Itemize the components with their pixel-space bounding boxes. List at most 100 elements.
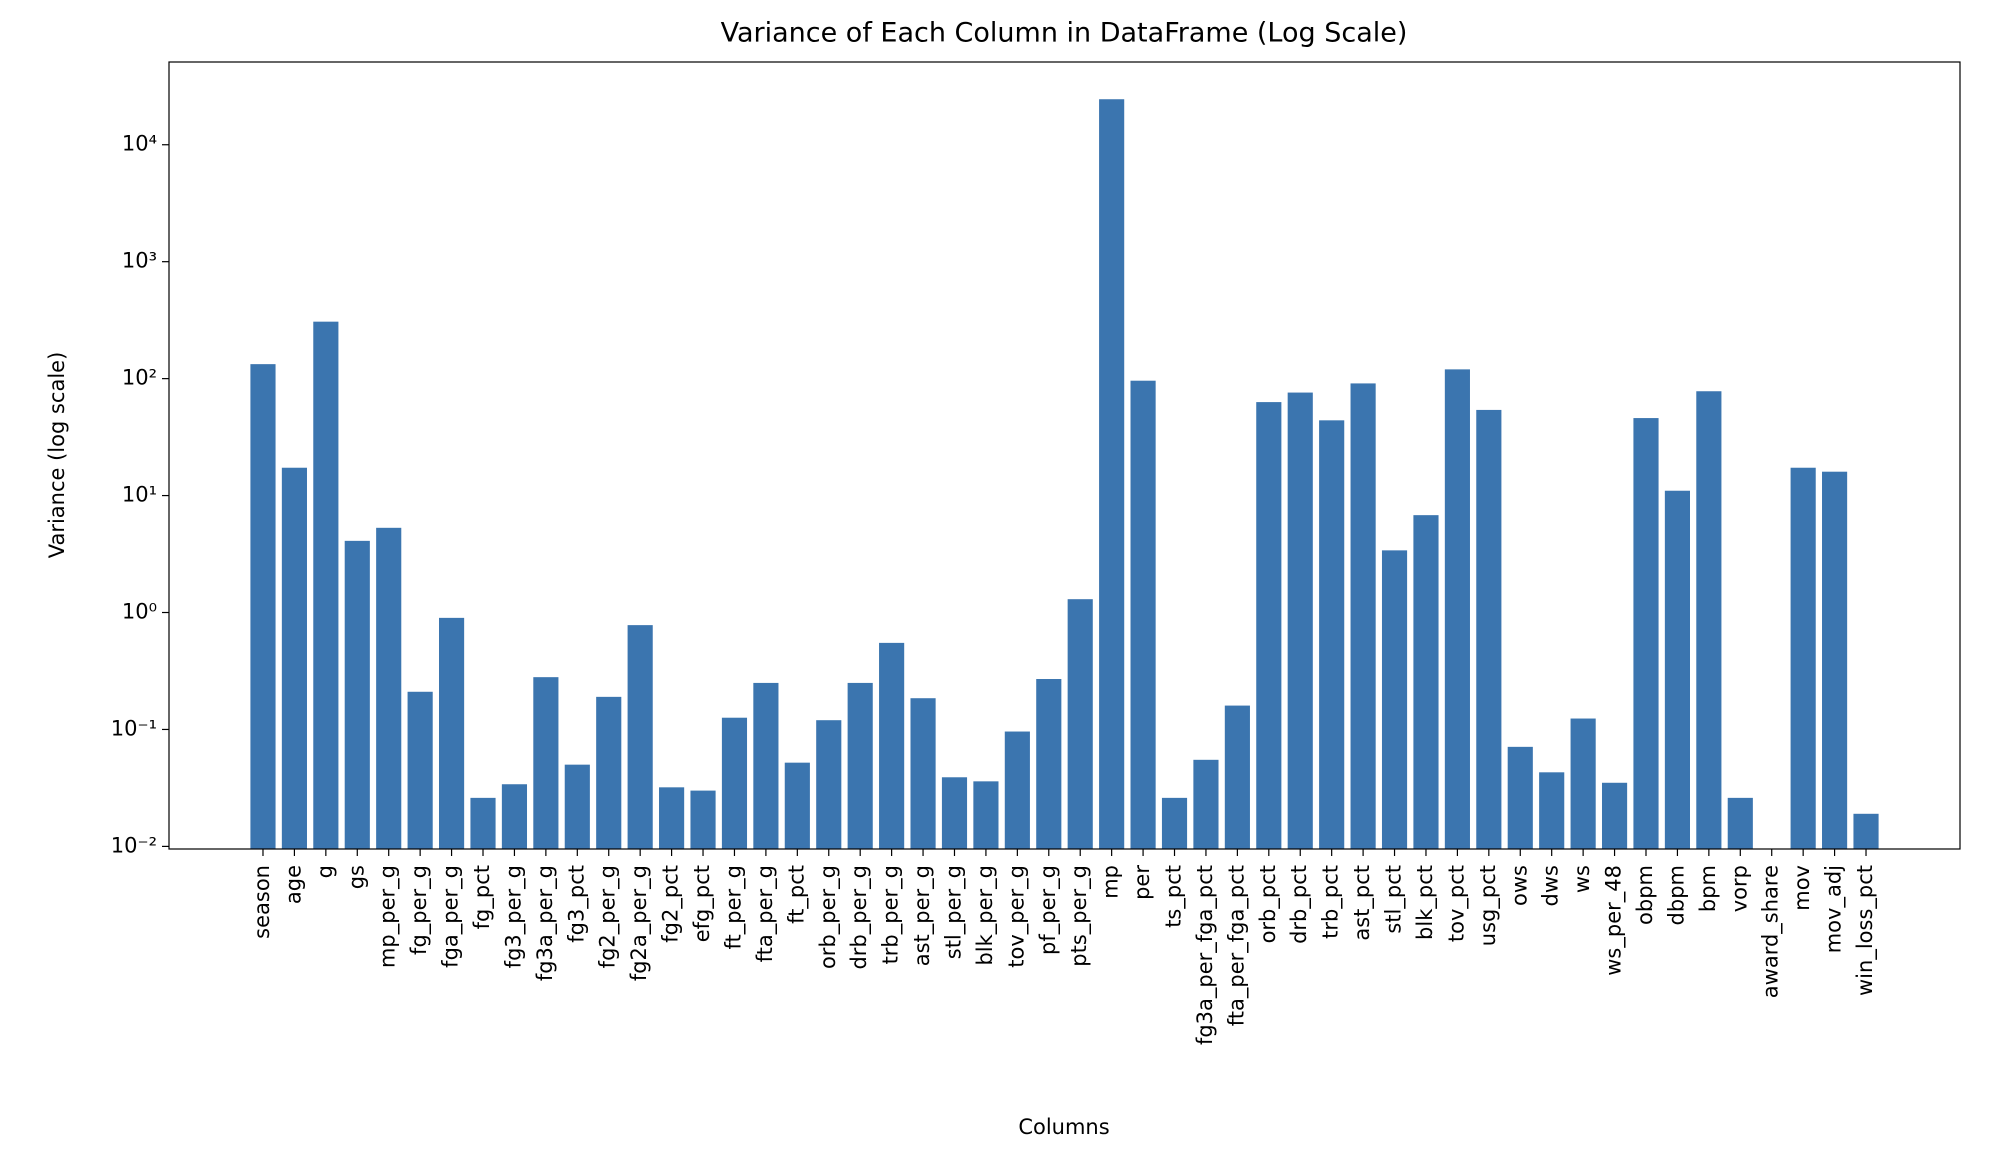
x-tick-label: ts_pct xyxy=(1162,865,1187,928)
bar xyxy=(1853,813,1879,849)
x-tick-label: dbpm xyxy=(1664,865,1688,925)
x-tick-label: efg_pct xyxy=(690,865,715,942)
x-tick-label: mp xyxy=(1099,865,1123,899)
x-tick-label: win_loss_pct xyxy=(1853,865,1878,996)
chart-title: Variance of Each Column in DataFrame (Lo… xyxy=(721,18,1408,49)
x-tick-label: mov xyxy=(1790,865,1814,911)
bar xyxy=(1507,746,1533,849)
bar xyxy=(596,696,622,849)
bar xyxy=(1413,515,1439,849)
x-tick-label: stl_pct xyxy=(1382,865,1407,934)
y-tick-label: 10³ xyxy=(122,249,157,273)
bar xyxy=(1099,99,1125,849)
bar xyxy=(784,762,810,849)
x-tick-label: fg_pct xyxy=(470,865,495,929)
x-tick-label: fg3a_per_g xyxy=(533,865,558,981)
bar xyxy=(407,691,433,849)
bar xyxy=(1381,550,1408,849)
x-axis-label: Columns xyxy=(1018,1115,1109,1139)
x-tick-label: award_share xyxy=(1759,865,1784,998)
bar xyxy=(910,698,936,849)
x-tick-label: trb_pct xyxy=(1319,865,1344,939)
bar xyxy=(1727,797,1753,849)
bar xyxy=(659,787,685,849)
bar xyxy=(533,677,559,849)
bar xyxy=(501,784,528,849)
x-tick-label: obpm xyxy=(1633,865,1657,925)
bar xyxy=(973,781,999,849)
bar xyxy=(1822,471,1848,849)
bar xyxy=(847,682,873,849)
y-tick-label: 10⁴ xyxy=(122,132,157,156)
y-tick-label: 10⁻² xyxy=(111,833,157,857)
x-tick-label: ft_pct xyxy=(784,865,809,924)
bar xyxy=(1287,392,1313,849)
bar xyxy=(281,467,307,849)
x-tick-label: pf_per_g xyxy=(1036,865,1061,955)
bar xyxy=(1633,418,1659,849)
bar xyxy=(1350,383,1376,849)
bar xyxy=(470,797,496,849)
x-tick-label: usg_pct xyxy=(1476,865,1501,946)
x-tick-label: g xyxy=(313,865,337,878)
bar xyxy=(1444,369,1470,849)
x-tick-label: ws_per_48 xyxy=(1602,865,1627,976)
y-tick-label: 10¹ xyxy=(122,483,157,507)
x-tick-label: ows xyxy=(1507,865,1531,906)
x-tick-label: orb_per_g xyxy=(816,865,841,969)
bar xyxy=(1161,797,1188,849)
bar xyxy=(1130,380,1156,849)
bar xyxy=(753,682,779,849)
bar xyxy=(1476,409,1502,849)
y-tick-label: 10⁻¹ xyxy=(111,716,157,740)
bar xyxy=(1696,391,1722,849)
x-tick-label: season xyxy=(250,865,274,939)
x-tick-label: vorp xyxy=(1727,865,1751,912)
x-tick-label: ast_per_g xyxy=(910,865,935,966)
bar xyxy=(1193,759,1219,849)
x-tick-label: dws xyxy=(1539,865,1563,906)
x-tick-label: ast_pct xyxy=(1350,865,1375,941)
x-tick-label: fg2a_per_g xyxy=(627,865,652,981)
bar xyxy=(1319,420,1345,849)
x-tick-label: fta_per_fga_pct xyxy=(1224,865,1249,1026)
x-tick-label: orb_pct xyxy=(1256,865,1281,943)
x-tick-label: fta_per_g xyxy=(753,865,778,962)
x-tick-label: blk_pct xyxy=(1413,865,1438,940)
bar xyxy=(439,617,465,849)
bar xyxy=(1224,705,1250,849)
bar xyxy=(1790,467,1816,849)
bar xyxy=(1004,731,1030,849)
y-tick-label: 10² xyxy=(122,366,157,390)
x-tick-label: fg3_per_g xyxy=(501,865,526,968)
x-tick-label: age xyxy=(281,865,305,904)
bar xyxy=(344,540,370,849)
y-axis-label: Variance (log scale) xyxy=(45,352,69,559)
bar xyxy=(690,790,716,849)
x-tick-label: fg3a_per_fga_pct xyxy=(1193,865,1218,1045)
bar xyxy=(1601,782,1628,849)
bar xyxy=(1036,679,1062,849)
bar xyxy=(1664,490,1690,849)
x-tick-label: trb_per_g xyxy=(879,865,904,964)
bar xyxy=(941,777,968,849)
x-tick-label: tov_pct xyxy=(1444,865,1469,942)
bar xyxy=(816,720,842,849)
bar xyxy=(627,625,653,849)
x-tick-label: mp_per_g xyxy=(376,865,401,968)
x-tick-label: drb_pct xyxy=(1287,865,1312,944)
bar xyxy=(721,717,748,849)
bar xyxy=(1570,718,1596,849)
x-tick-label: blk_per_g xyxy=(973,865,998,966)
x-tick-label: mov_adj xyxy=(1822,865,1847,953)
bar xyxy=(1067,599,1093,849)
bar xyxy=(564,764,590,849)
x-tick-label: fg2_per_g xyxy=(596,865,621,968)
x-tick-label: fga_per_g xyxy=(439,865,464,968)
x-tick-label: pts_per_g xyxy=(1067,865,1092,967)
x-tick-label: tov_per_g xyxy=(1004,865,1029,968)
x-tick-label: drb_per_g xyxy=(847,865,872,970)
x-tick-label: per xyxy=(1130,865,1154,900)
bar xyxy=(1539,772,1565,849)
